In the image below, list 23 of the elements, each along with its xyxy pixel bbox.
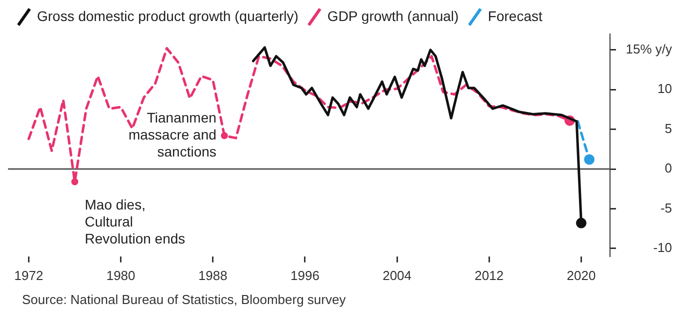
legend-label: Gross domestic product growth (quarterly) (37, 8, 298, 24)
y-tick-label: -10 (653, 240, 672, 256)
x-tick-label: 1988 (198, 268, 228, 283)
point (584, 154, 595, 165)
x-tick-label: 1980 (106, 268, 136, 283)
x-tick-label: 2020 (566, 268, 596, 283)
y-tick-label: 0 (664, 160, 672, 176)
x-tick-label: 2004 (382, 268, 412, 283)
y-tick-label: 10 (658, 81, 672, 96)
point (220, 132, 228, 140)
annotation: Tiananmen massacre and sanctions (128, 110, 216, 160)
point (71, 178, 78, 186)
x-tick-label: 2012 (474, 268, 504, 283)
y-tick-label: 15% y/y (626, 41, 672, 56)
legend-label: GDP growth (annual) (327, 8, 459, 24)
legend-label: Forecast (488, 8, 542, 24)
y-tick-label: -5 (660, 200, 672, 216)
x-tick-label: 1972 (14, 268, 44, 283)
annotation: Mao dies, Cultural Revolution ends (84, 196, 186, 247)
point (576, 218, 586, 228)
source-note: Source: National Bureau of Statistics, Bloomberg survey (22, 292, 346, 307)
y-tick-label: 5 (664, 120, 672, 136)
x-tick-label: 1996 (290, 268, 320, 283)
